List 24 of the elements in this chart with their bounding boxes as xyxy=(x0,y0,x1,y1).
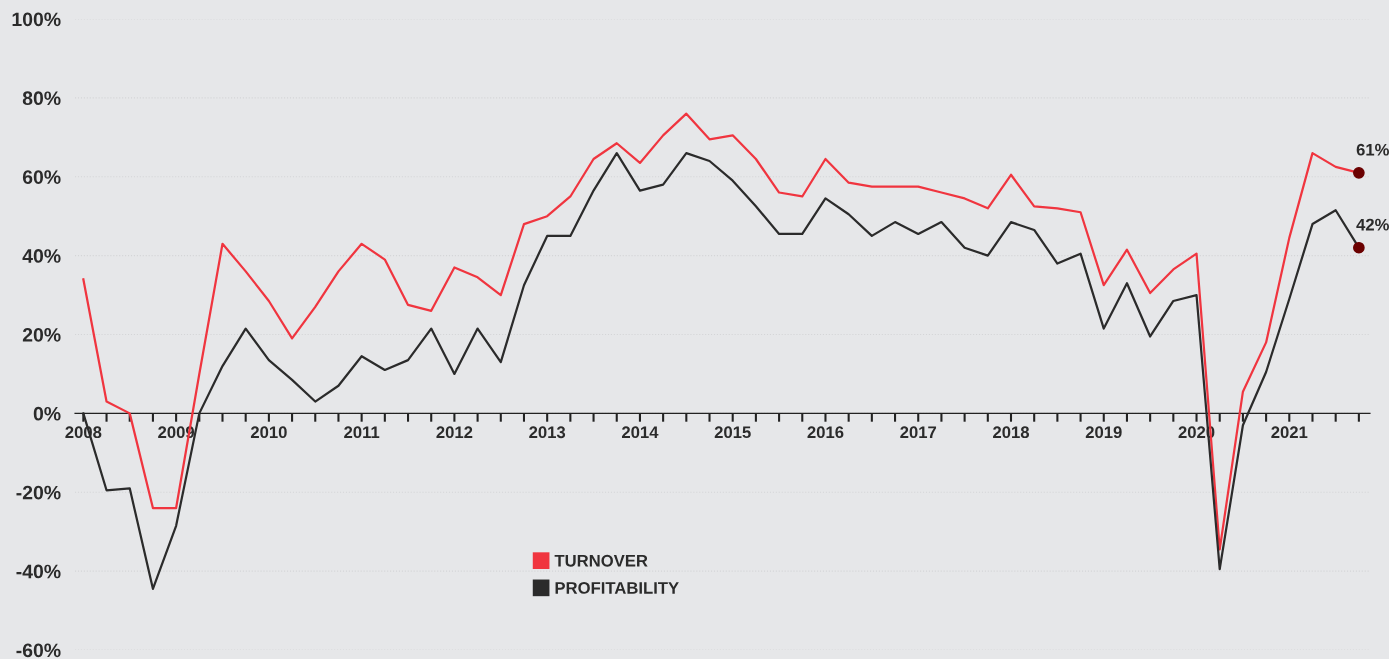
legend-label: TURNOVER xyxy=(554,554,648,567)
y-tick-label: -20% xyxy=(16,485,61,500)
y-tick-label: -60% xyxy=(16,643,61,658)
x-tick-label: 2018 xyxy=(993,426,1030,439)
x-tick-label: 2016 xyxy=(807,426,844,439)
annotation: 61% xyxy=(1356,143,1389,156)
x-tick-label: 2010 xyxy=(250,426,287,439)
x-tick-label: 2021 xyxy=(1271,426,1308,439)
legend-label: PROFITABILITY xyxy=(555,582,679,594)
x-tick-label: 2012 xyxy=(436,426,473,439)
x-tick-label: 2013 xyxy=(529,426,566,439)
y-tick-label: 100% xyxy=(12,12,61,27)
y-tick-label: 0% xyxy=(33,406,61,421)
y-tick-label: -40% xyxy=(16,564,61,579)
y-tick-label: 60% xyxy=(22,170,61,184)
y-tick-label: 80% xyxy=(22,91,61,106)
x-tick-label: 2011 xyxy=(344,426,380,439)
x-tick-label: 2014 xyxy=(621,426,659,439)
x-tick-label: 2019 xyxy=(1085,426,1122,439)
annotation: 42% xyxy=(1356,218,1389,231)
x-tick-label: 2017 xyxy=(900,426,937,439)
x-tick-label: 2015 xyxy=(714,426,751,439)
y-tick-label: 20% xyxy=(22,327,61,342)
y-tick-label: 40% xyxy=(22,249,61,263)
